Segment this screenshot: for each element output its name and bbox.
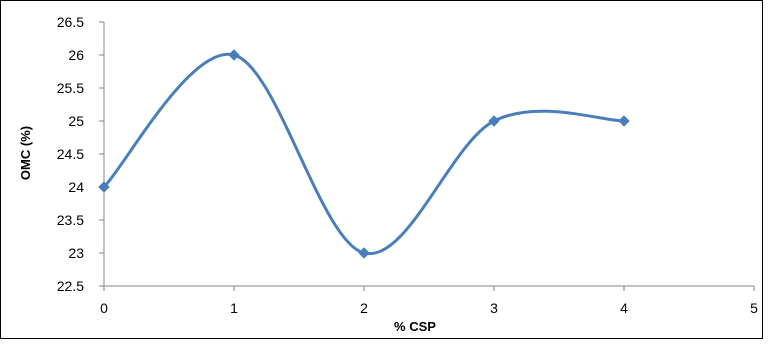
- y-tick-label: 24.5: [57, 146, 84, 162]
- x-tick-label: 4: [620, 300, 628, 316]
- x-tick-label: 3: [490, 300, 498, 316]
- y-tick-label: 25.5: [57, 80, 84, 96]
- data-point-marker: [228, 49, 240, 61]
- y-tick-label: 23: [68, 245, 84, 261]
- y-tick-label: 26: [68, 47, 84, 63]
- data-point-marker: [98, 181, 110, 193]
- y-tick-label: 25: [68, 113, 84, 129]
- x-tick-label: 5: [750, 300, 758, 316]
- data-point-marker: [618, 115, 630, 127]
- series-line-0: [102, 52, 626, 256]
- x-tick-label: 0: [100, 300, 108, 316]
- y-tick-label: 26.5: [57, 14, 84, 30]
- data-point-marker: [488, 115, 500, 127]
- chart-border: [0, 0, 763, 339]
- y-tick-label: 22.5: [57, 278, 84, 294]
- y-tick-label: 24: [68, 179, 84, 195]
- data-point-marker: [358, 247, 370, 259]
- y-axis-label: OMC (%): [18, 126, 33, 180]
- x-tick-label: 2: [360, 300, 368, 316]
- y-tick-label: 23.5: [57, 212, 84, 228]
- x-tick-label: 1: [230, 300, 238, 316]
- x-axis-label: % CSP: [394, 319, 436, 334]
